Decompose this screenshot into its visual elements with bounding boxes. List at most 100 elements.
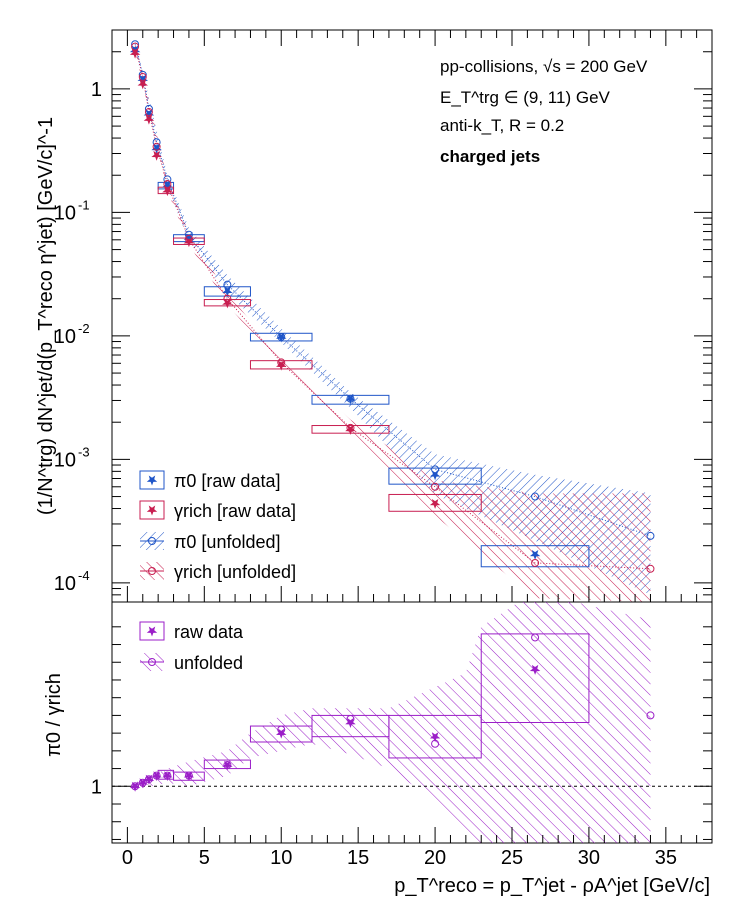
data-point-3-10 (531, 558, 540, 567)
top-annotations: pp-collisions, √s = 200 GeV E_T^trg ∈ (9… (440, 57, 648, 166)
data-point-0-4 (162, 181, 173, 192)
ratio-point-1-7 (277, 725, 286, 734)
ratio-point-0-9 (429, 732, 441, 743)
sys-box-0-5 (388, 467, 482, 485)
y-tick-label: 10 (54, 326, 76, 348)
data-point-3-11 (646, 564, 655, 573)
data-point-1-1 (137, 79, 148, 90)
bottom-bands (135, 602, 651, 843)
top-x-ticks (126, 30, 698, 602)
ratio-point-0-10 (529, 664, 541, 675)
top-y-ticks: 110-110-210-310-4 (54, 29, 712, 603)
data-point-2-1 (138, 70, 147, 79)
ratio-point-1-5 (184, 771, 193, 780)
legend-label-0: π0 [raw data] (174, 471, 280, 491)
y-tick-label-exponent: -1 (78, 197, 90, 212)
ratio-point-0-5 (183, 771, 195, 782)
data-point-3-0 (131, 42, 140, 51)
ratio-point-1-2 (144, 775, 153, 784)
ratio-legend-label-1: unfolded (174, 653, 243, 673)
data-point-1-9 (429, 498, 441, 509)
y-tick-label: 10 (54, 573, 76, 595)
data-point-2-3 (152, 138, 161, 147)
data-point-0-7 (276, 332, 287, 343)
data-point-3-9 (431, 482, 440, 491)
sys-box-1-5 (388, 493, 482, 512)
ratio-point-0-8 (345, 718, 356, 728)
ratio-point-1-9 (431, 739, 440, 748)
legend-label-1: γrich [raw data] (174, 501, 296, 521)
ratio-point-0-3 (151, 771, 162, 782)
data-point-3-1 (138, 72, 147, 81)
data-point-0-8 (345, 394, 356, 405)
ratio-legend-box (139, 621, 165, 641)
data-point-1-2 (143, 114, 155, 125)
bottom-y-ticks: 1 (91, 626, 712, 840)
data-point-2-0 (131, 40, 140, 49)
x-tick-label: 25 (501, 847, 523, 869)
ratio-point-0-4 (162, 771, 173, 782)
ratio-point-0-6 (222, 760, 233, 771)
bottom-panel: 1 0 5 10 15 20 25 30 35 raw data unfolded π0 / γ… (43, 601, 713, 897)
ratio-point-0-1 (137, 778, 148, 789)
x-tick-label: 30 (578, 847, 600, 869)
data-point-2-8 (346, 394, 355, 403)
ratio-point-0-2 (143, 774, 155, 785)
annotation-jet-type: charged jets (440, 147, 540, 166)
data-point-0-2 (143, 109, 155, 120)
ratio-point-0-0 (129, 781, 141, 792)
ratio-point-1-11 (646, 711, 655, 720)
legend-marker-3 (148, 567, 156, 575)
y-tick-label: 1 (91, 79, 102, 101)
bottom-x-ticks: 0 5 10 15 20 25 30 35 (122, 827, 698, 869)
annotation-trigger: E_T^trg ∈ (9, 11) GeV (440, 88, 611, 107)
data-point-1-6 (222, 298, 233, 309)
ratio-point-1-10 (531, 633, 540, 642)
data-point-2-9 (431, 465, 440, 474)
legend-marker-2 (148, 537, 156, 545)
legend-box-0 (139, 470, 165, 490)
data-point-1-8 (345, 424, 356, 435)
y-tick-label: 10 (54, 202, 76, 224)
y-tick-label: 10 (54, 449, 76, 471)
data-point-2-7 (277, 332, 286, 341)
x-tick-label: 15 (347, 847, 369, 869)
legend-box-1 (139, 500, 165, 520)
ratio-legend-marker-unfolded (148, 658, 156, 666)
data-point-3-3 (152, 142, 161, 151)
top-legend: π0 [raw data] γrich [raw data] π0 [unfolde… (139, 470, 296, 582)
x-tick-label: 0 (122, 847, 133, 869)
data-point-2-4 (163, 175, 172, 184)
legend-label-3: γrich [unfolded] (174, 562, 296, 582)
data-point-0-6 (222, 286, 233, 297)
bottom-legend: raw data unfolded (139, 621, 244, 673)
data-point-3-6 (223, 294, 232, 303)
ratio-legend-label-0: raw data (174, 622, 244, 642)
data-point-1-4 (162, 186, 173, 197)
x-tick-label: 5 (199, 847, 210, 869)
data-point-3-4 (163, 179, 172, 188)
data-point-3-2 (144, 108, 153, 117)
data-point-0-1 (137, 74, 148, 85)
y-tick-label-exponent: -2 (78, 321, 90, 336)
bottom-frame (111, 601, 713, 844)
annotation-collision: pp-collisions, √s = 200 GeV (440, 57, 648, 76)
data-point-2-10 (531, 492, 540, 501)
y-tick-label-exponent: -3 (78, 444, 90, 459)
ratio-point-1-4 (163, 771, 172, 780)
data-point-2-2 (144, 104, 153, 113)
x-tick-label: 10 (270, 847, 292, 869)
data-point-3-7 (277, 358, 286, 367)
bottom-y-axis-label: π0 / γrich (43, 673, 65, 757)
x-axis-label: p_T^reco = p_T^jet - ρA^jet [GeV/c] (394, 875, 710, 897)
top-y-axis-label: (1/N^trg) dN^jet/d(p_T^reco η^jet) [GeV/… (35, 117, 57, 515)
legend-marker-0 (146, 475, 158, 486)
ratio-legend-marker-raw (146, 626, 158, 637)
ratio-y-tick-label: 1 (91, 776, 102, 798)
data-point-1-0 (129, 48, 141, 59)
data-point-2-6 (223, 280, 232, 289)
data-point-2-5 (184, 230, 193, 239)
ratio-point-1-0 (131, 782, 140, 791)
y-tick-label-exponent: -4 (78, 568, 90, 583)
